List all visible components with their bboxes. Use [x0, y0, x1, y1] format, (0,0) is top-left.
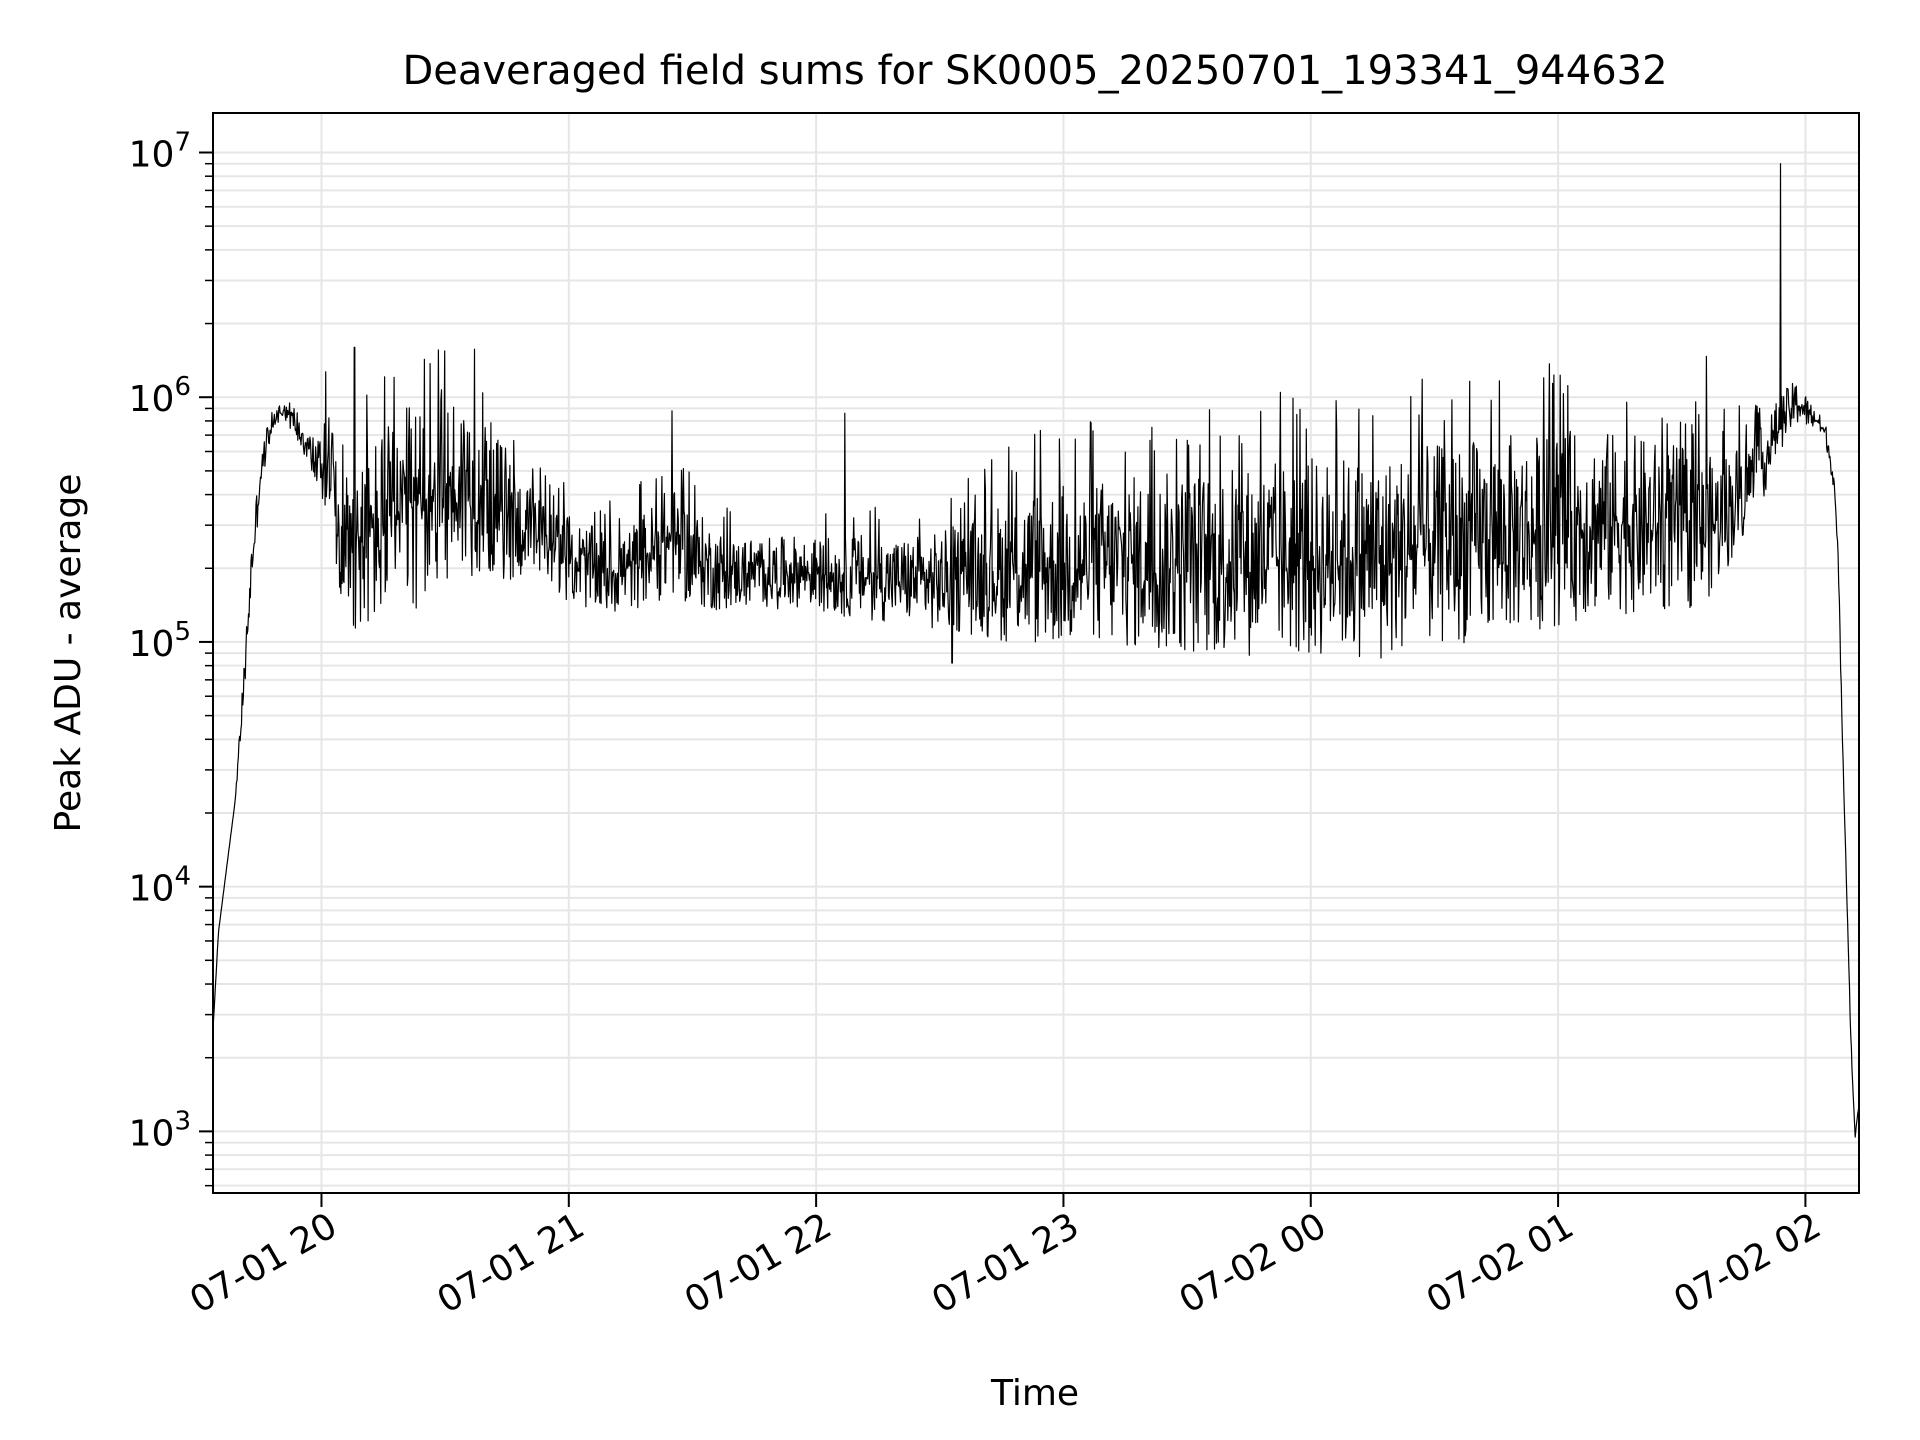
- y-tick-label: 105: [129, 617, 191, 665]
- y-axis-label: Peak ADU - average: [48, 474, 89, 833]
- y-axis: 103 104 105 106 107: [129, 127, 213, 1187]
- plot-area: [213, 163, 1859, 1138]
- y-tick-label: 104: [129, 862, 191, 910]
- y-tick-label: 106: [129, 372, 191, 420]
- grid: [213, 113, 1859, 1193]
- series-line: [213, 163, 1859, 1138]
- y-tick-label: 103: [129, 1106, 191, 1154]
- x-axis-label: Time: [990, 1373, 1079, 1414]
- y-tick-label: 107: [129, 127, 191, 175]
- chart-title: Deaveraged field sums for SK0005_2025070…: [402, 48, 1667, 94]
